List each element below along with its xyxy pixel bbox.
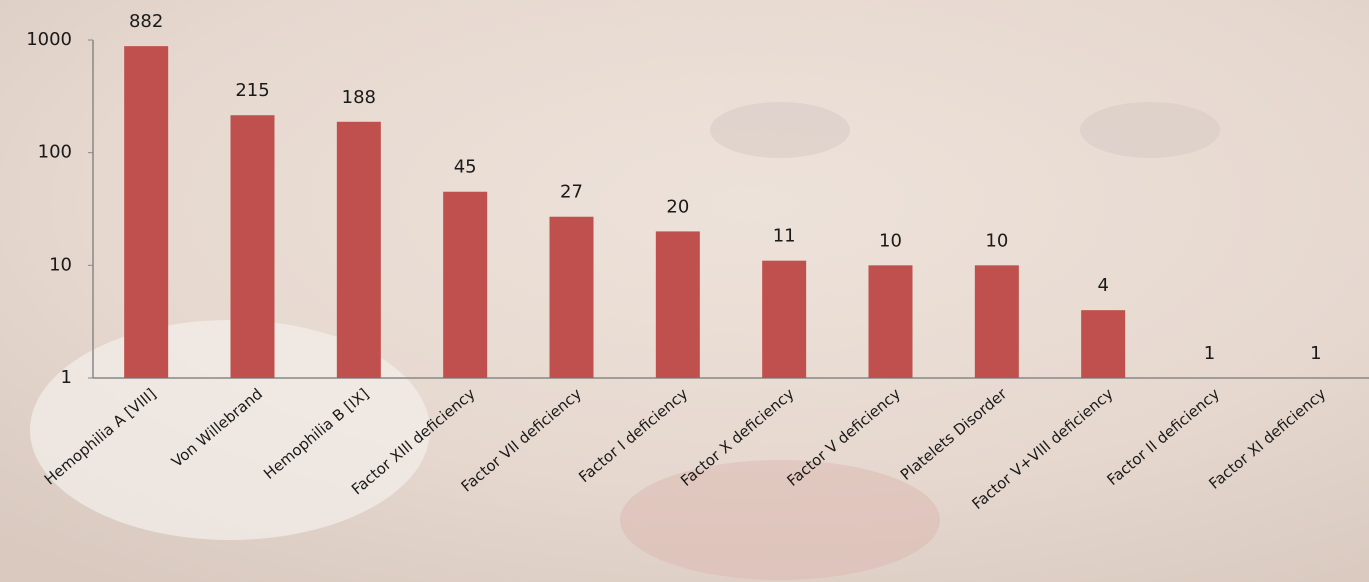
bar: [443, 191, 488, 378]
background-shape: [620, 460, 940, 580]
value-label: 1: [1204, 343, 1215, 364]
bar: [655, 231, 700, 378]
background-shape: [710, 102, 850, 158]
value-label: 215: [235, 80, 269, 101]
value-label: 882: [129, 11, 163, 32]
y-tick-label: 100: [38, 142, 72, 163]
bar: [124, 46, 169, 379]
bar: [974, 265, 1019, 378]
bar: [549, 216, 594, 378]
value-label: 4: [1097, 275, 1108, 296]
value-label: 20: [666, 196, 689, 217]
value-label: 11: [773, 226, 796, 247]
bar: [762, 260, 807, 378]
y-tick-label: 10: [49, 254, 72, 275]
background-shape: [1080, 102, 1220, 158]
value-label: 10: [985, 230, 1008, 251]
bar: [336, 121, 381, 379]
y-tick-label: 1: [61, 367, 72, 388]
value-label: 27: [560, 182, 583, 203]
bar: [868, 265, 913, 378]
value-label: 45: [454, 157, 477, 178]
value-label: 10: [879, 230, 902, 251]
bar: [1081, 310, 1126, 378]
value-label: 1: [1310, 343, 1321, 364]
bar: [230, 115, 275, 378]
y-tick-label: 1000: [26, 29, 72, 50]
value-label: 188: [342, 87, 376, 108]
